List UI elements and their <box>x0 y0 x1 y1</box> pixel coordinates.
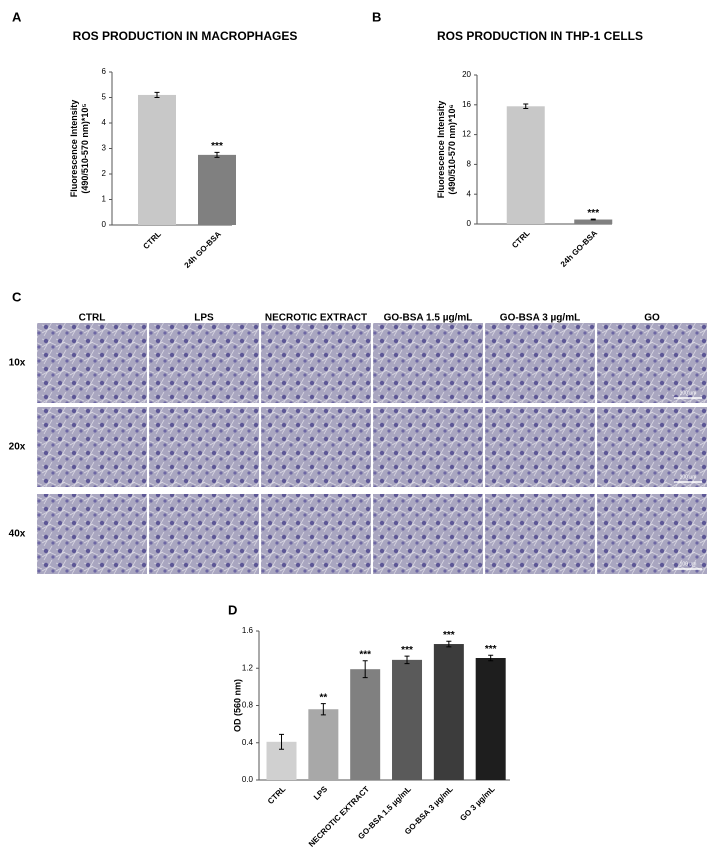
y-tick-label: 2 <box>102 169 107 178</box>
y-tick-label: 16 <box>462 100 471 109</box>
chart-title: ROS PRODUCTION IN THP-1 CELLS <box>437 29 643 43</box>
micrograph <box>597 407 707 487</box>
micrograph <box>597 323 707 403</box>
panel-label: A <box>12 9 22 24</box>
scale-bar-label: 100 µm <box>680 561 697 567</box>
y-axis-label: Fluorescence Intensity <box>436 101 446 199</box>
bar <box>433 644 464 780</box>
x-tick-label: LPS <box>312 784 330 802</box>
micrograph <box>149 494 259 574</box>
column-label: CTRL <box>79 313 106 324</box>
y-tick-label: 8 <box>467 160 472 169</box>
bar <box>475 658 506 780</box>
y-tick-label: 0.8 <box>242 701 254 710</box>
error-bar <box>214 151 220 158</box>
column-label: GO-BSA 1.5 µg/mL <box>384 313 473 324</box>
y-tick-label: 4 <box>102 118 107 127</box>
panel-label: D <box>228 602 237 617</box>
micrograph <box>149 323 259 403</box>
bar <box>574 219 613 224</box>
error-bar <box>404 655 410 665</box>
micrograph <box>149 407 259 487</box>
micrograph <box>261 323 371 403</box>
error-bar <box>154 91 160 98</box>
y-tick-label: 0.0 <box>242 775 254 784</box>
x-tick-label: CTRL <box>266 784 288 806</box>
error-bar <box>488 654 494 662</box>
micrograph <box>37 323 147 403</box>
panel-label: B <box>372 9 381 24</box>
micrograph <box>373 323 483 403</box>
bar <box>350 669 381 780</box>
error-bar <box>362 660 368 679</box>
y-tick-label: 1.2 <box>242 663 254 672</box>
micrograph <box>373 494 483 574</box>
row-label: 40x <box>9 529 26 540</box>
error-bar <box>446 640 452 648</box>
y-axis-label: OD (560 nm) <box>232 679 242 732</box>
significance: *** <box>587 208 599 219</box>
y-tick-label: 3 <box>102 144 107 153</box>
micrograph <box>485 323 595 403</box>
y-axis-label: Fluorescence Intensity <box>69 100 79 198</box>
y-tick-label: 12 <box>462 130 471 139</box>
micrograph <box>373 407 483 487</box>
micrograph <box>597 494 707 574</box>
y-axis-label: (490/510-570 nm)*10⁵ <box>80 103 90 193</box>
bar <box>198 154 236 225</box>
y-tick-label: 1 <box>102 195 107 204</box>
y-tick-label: 0 <box>102 220 107 229</box>
y-axis-label: (490/510-570 nm)*10⁶ <box>447 104 457 194</box>
micrograph <box>261 407 371 487</box>
significance: *** <box>485 644 497 655</box>
y-tick-label: 0.4 <box>242 738 254 747</box>
x-tick-label: 24h GO-BSA <box>559 228 599 268</box>
column-label: NECROTIC EXTRACT <box>265 313 367 324</box>
error-bar <box>279 733 285 750</box>
y-tick-label: 1.6 <box>242 626 254 635</box>
micrograph <box>37 407 147 487</box>
row-label: 20x <box>9 442 26 453</box>
significance: ** <box>319 692 327 703</box>
column-label: GO-BSA 3 µg/mL <box>500 313 580 324</box>
micrograph <box>37 494 147 574</box>
y-tick-label: 4 <box>467 189 472 198</box>
error-bar <box>590 218 596 221</box>
bar <box>392 659 423 780</box>
significance: *** <box>443 630 455 641</box>
significance: *** <box>211 141 223 152</box>
significance: *** <box>401 645 413 656</box>
y-tick-label: 20 <box>462 70 471 79</box>
column-label: GO <box>644 313 660 324</box>
bar <box>506 106 545 224</box>
x-tick-label: CTRL <box>510 228 532 250</box>
error-bar <box>320 703 326 716</box>
bar <box>308 709 339 780</box>
y-tick-label: 6 <box>102 67 107 76</box>
error-bar <box>523 103 529 110</box>
x-tick-label: CTRL <box>141 229 163 251</box>
significance: *** <box>359 649 371 660</box>
scale-bar-label: 100 µm <box>680 390 697 396</box>
panel-label: C <box>12 289 22 304</box>
scale-bar-label: 100 µm <box>680 474 697 480</box>
x-tick-label: 24h GO-BSA <box>183 229 223 269</box>
micrograph <box>485 494 595 574</box>
column-label: LPS <box>194 313 214 324</box>
x-tick-label: GO 3 µg/mL <box>458 784 496 822</box>
bar <box>138 94 176 225</box>
y-tick-label: 0 <box>467 219 472 228</box>
chart-title: ROS PRODUCTION IN MACROPHAGES <box>73 29 298 43</box>
micrograph <box>485 407 595 487</box>
micrograph <box>261 494 371 574</box>
row-label: 10x <box>9 358 26 369</box>
y-tick-label: 5 <box>102 93 107 102</box>
